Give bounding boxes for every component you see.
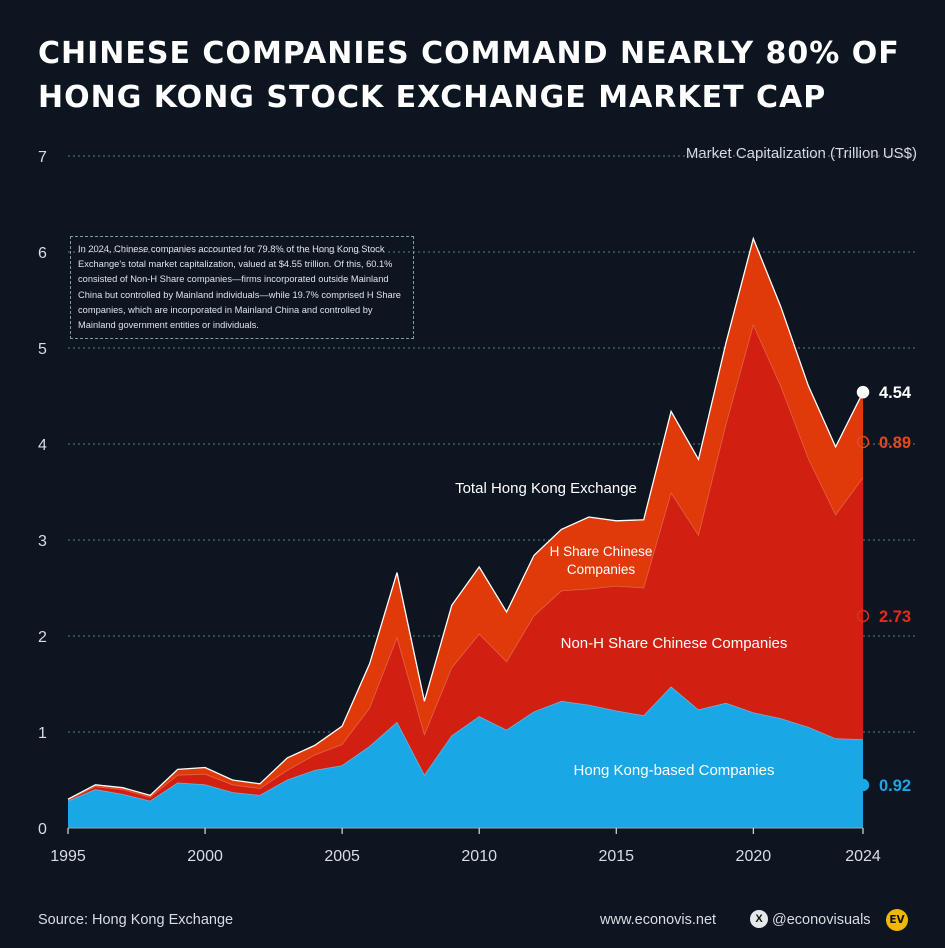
end-marker-total — [856, 385, 870, 399]
end-label-0: 4.54 — [879, 384, 912, 402]
econovis-logo: EV — [886, 909, 908, 931]
end-label-1: 0.89 — [879, 434, 911, 452]
chart-title-line2: HONG KONG STOCK EXCHANGE MARKET CAP — [38, 80, 827, 115]
y-tick-label: 6 — [38, 245, 47, 262]
social-handle[interactable]: @econovisuals — [772, 912, 871, 928]
y-tick-label: 3 — [38, 533, 47, 550]
source-note: Source: Hong Kong Exchange — [38, 912, 234, 928]
end-marker-non-h-share — [856, 609, 870, 623]
total-line — [67, 236, 864, 800]
end-marker-hong-kong-based — [856, 778, 870, 792]
end-marker-h-share — [856, 435, 870, 449]
annotation-note: In 2024, Chinese companies accounted for… — [70, 236, 414, 340]
label-total: Total Hong Kong Exchange — [455, 480, 637, 497]
website-link[interactable]: www.econovis.net — [600, 912, 717, 928]
x-tick-label: 2000 — [187, 848, 223, 865]
x-social-icon: X — [750, 910, 768, 928]
label-hong-kong-based: Hong Kong-based Companies — [574, 762, 775, 779]
y-tick-label: 5 — [38, 341, 47, 358]
y-tick-label: 4 — [38, 437, 47, 454]
label-h-share: H Share Chinese — [550, 544, 653, 559]
series-boundary-line — [67, 686, 864, 802]
y-axis-label: Market Capitalization (Trillion US$) — [685, 145, 917, 162]
label-h-share-line2: Companies — [567, 562, 636, 577]
y-tick-label: 1 — [38, 725, 47, 742]
y-tick-label: 2 — [38, 629, 47, 646]
area-hong-kong-based — [68, 686, 863, 828]
x-tick-label: 2005 — [324, 848, 360, 865]
end-label-3: 0.92 — [879, 777, 911, 795]
x-tick-label: 1995 — [50, 848, 86, 865]
area-non-h-share — [68, 325, 863, 802]
chart-title: CHINESE COMPANIES COMMAND NEARLY 80% OF … — [38, 32, 918, 120]
series-boundary-line — [67, 323, 864, 801]
chart-title-line1: CHINESE COMPANIES COMMAND NEARLY 80% OF — [38, 36, 900, 71]
y-tick-label: 7 — [38, 149, 47, 166]
x-tick-label: 2010 — [461, 848, 497, 865]
label-non-h-share: Non-H Share Chinese Companies — [561, 635, 788, 652]
x-tick-label: 2020 — [736, 848, 772, 865]
y-tick-label: 0 — [38, 821, 47, 838]
end-label-2: 2.73 — [879, 608, 911, 626]
x-tick-label: 2024 — [845, 848, 881, 865]
x-tick-label: 2015 — [598, 848, 634, 865]
